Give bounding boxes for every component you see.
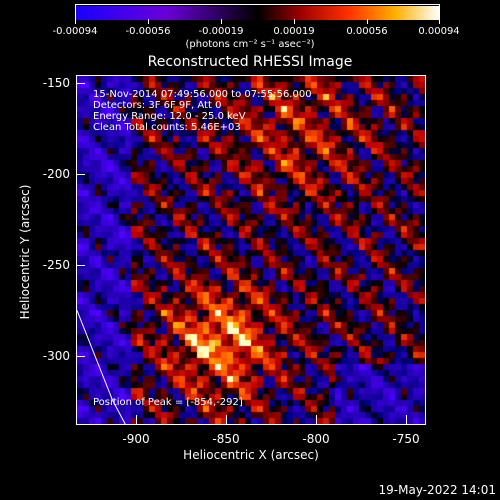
info-time: 15-Nov-2014 07:49:56.000 to 07:55:56.000	[93, 89, 312, 100]
y-axis-label: Heliocentric Y (arcsec)	[18, 184, 32, 320]
colorbar-tick-label: -0.00094	[52, 26, 98, 37]
y-tick-label: -200	[42, 167, 70, 181]
info-detectors: Detectors: 3F 6F 9F, Att 0	[93, 100, 222, 111]
colorbar-tick-label: 0.00094	[418, 26, 460, 37]
info-method: Clean Total counts: 5.46E+03	[93, 122, 241, 133]
colorbar-units: (photons cm⁻² s⁻¹ asec⁻²)	[185, 39, 315, 50]
plot-area	[76, 75, 426, 425]
x-tick-label: -800	[302, 432, 330, 446]
colorbar-tick-label: -0.00019	[198, 26, 244, 37]
y-tick-label: -300	[42, 349, 70, 363]
x-tick-label: -900	[122, 432, 150, 446]
limb-overlay	[77, 310, 126, 424]
timestamp: 19-May-2022 14:01	[378, 483, 496, 497]
info-energy: Energy Range: 12.0 - 25.0 keV	[93, 111, 246, 122]
rhessi-heatmap	[77, 76, 425, 424]
peak-position-label: Position of Peak = [-854,-292]	[93, 397, 243, 408]
x-tick-label: -850	[212, 432, 240, 446]
colorbar-gradient	[76, 6, 439, 20]
plot-title: Reconstructed RHESSI Image	[147, 54, 353, 70]
colorbar-tick-label: 0.00056	[346, 26, 388, 37]
x-axis-label: Heliocentric X (arcsec)	[183, 448, 319, 462]
colorbar-tick-label: -0.00056	[125, 26, 171, 37]
colorbar	[75, 4, 440, 20]
colorbar-tick-label: 0.00019	[273, 26, 315, 37]
y-tick-label: -250	[42, 258, 70, 272]
solar-limb-line	[77, 310, 126, 424]
y-tick-label: -150	[42, 76, 70, 90]
x-tick-label: -750	[392, 432, 420, 446]
